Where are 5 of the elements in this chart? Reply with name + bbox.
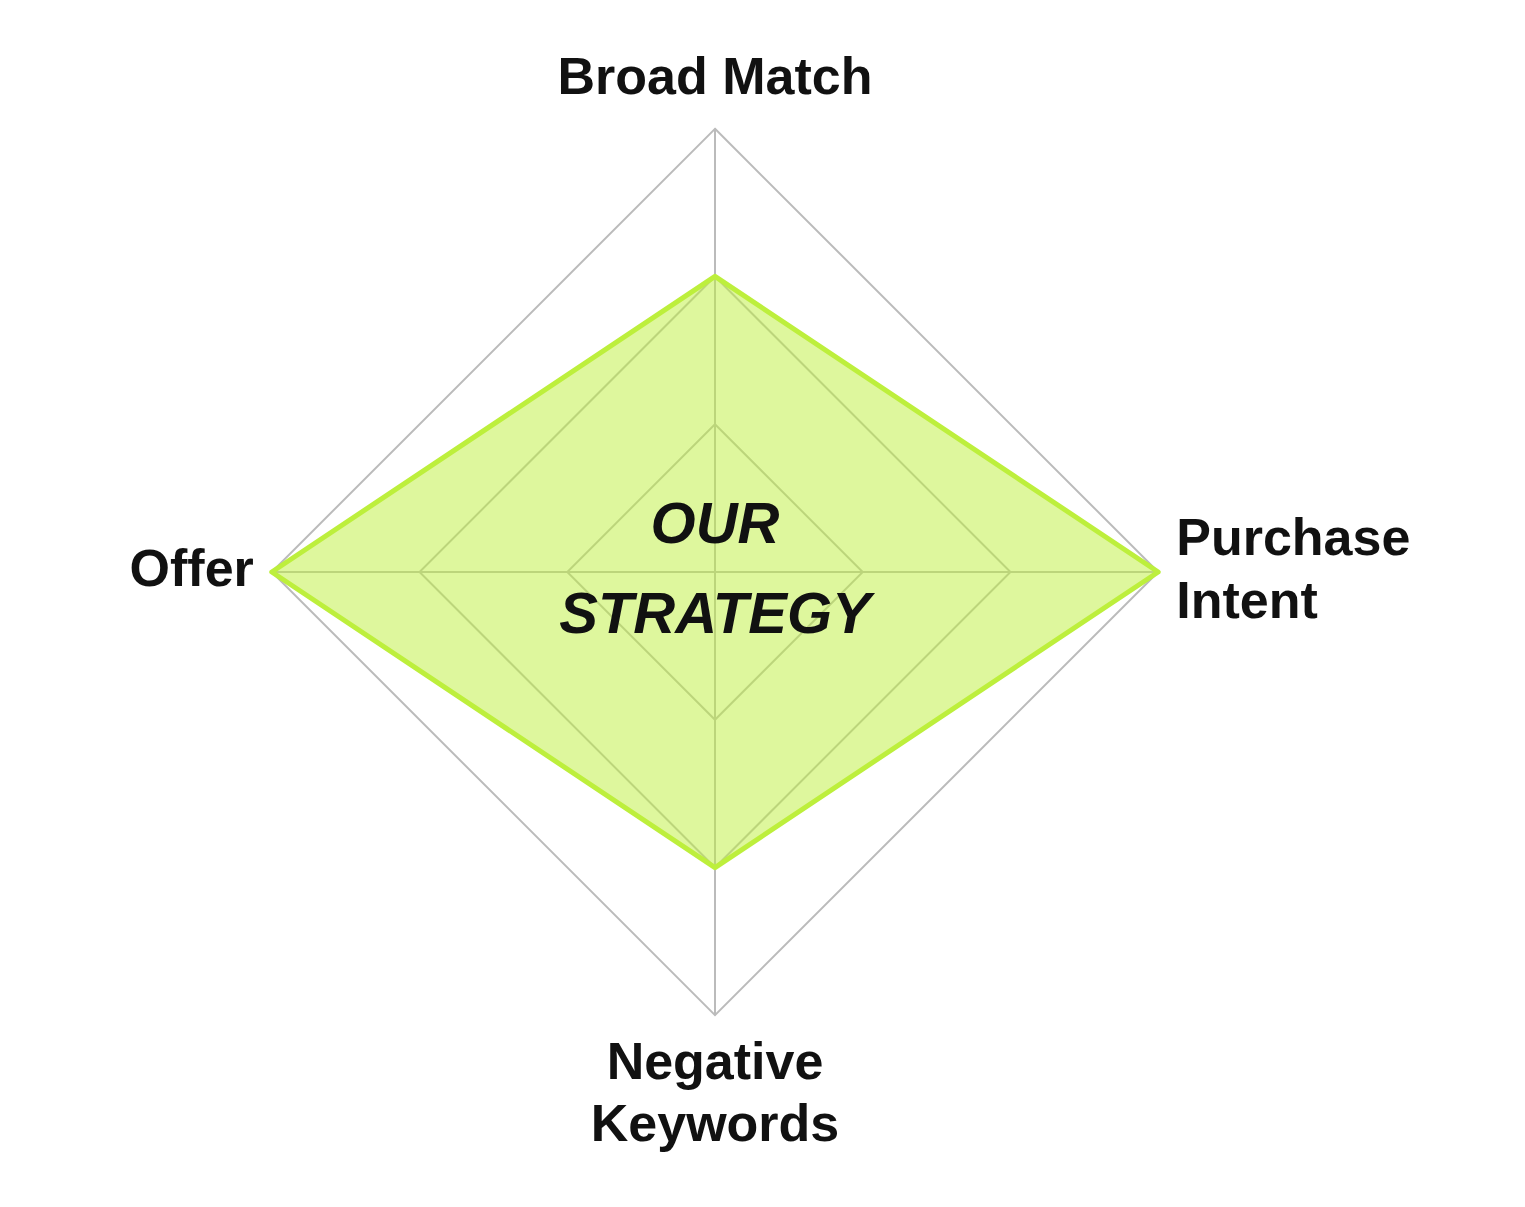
spoke-label: Offer: [129, 539, 254, 598]
text: OUR STRATEGY: [559, 490, 877, 645]
spoke-label: Purchase Intent: [1176, 508, 1411, 629]
spoke-label: Broad Match: [557, 46, 873, 105]
spoke-label: Negative Keywords: [590, 1031, 840, 1153]
